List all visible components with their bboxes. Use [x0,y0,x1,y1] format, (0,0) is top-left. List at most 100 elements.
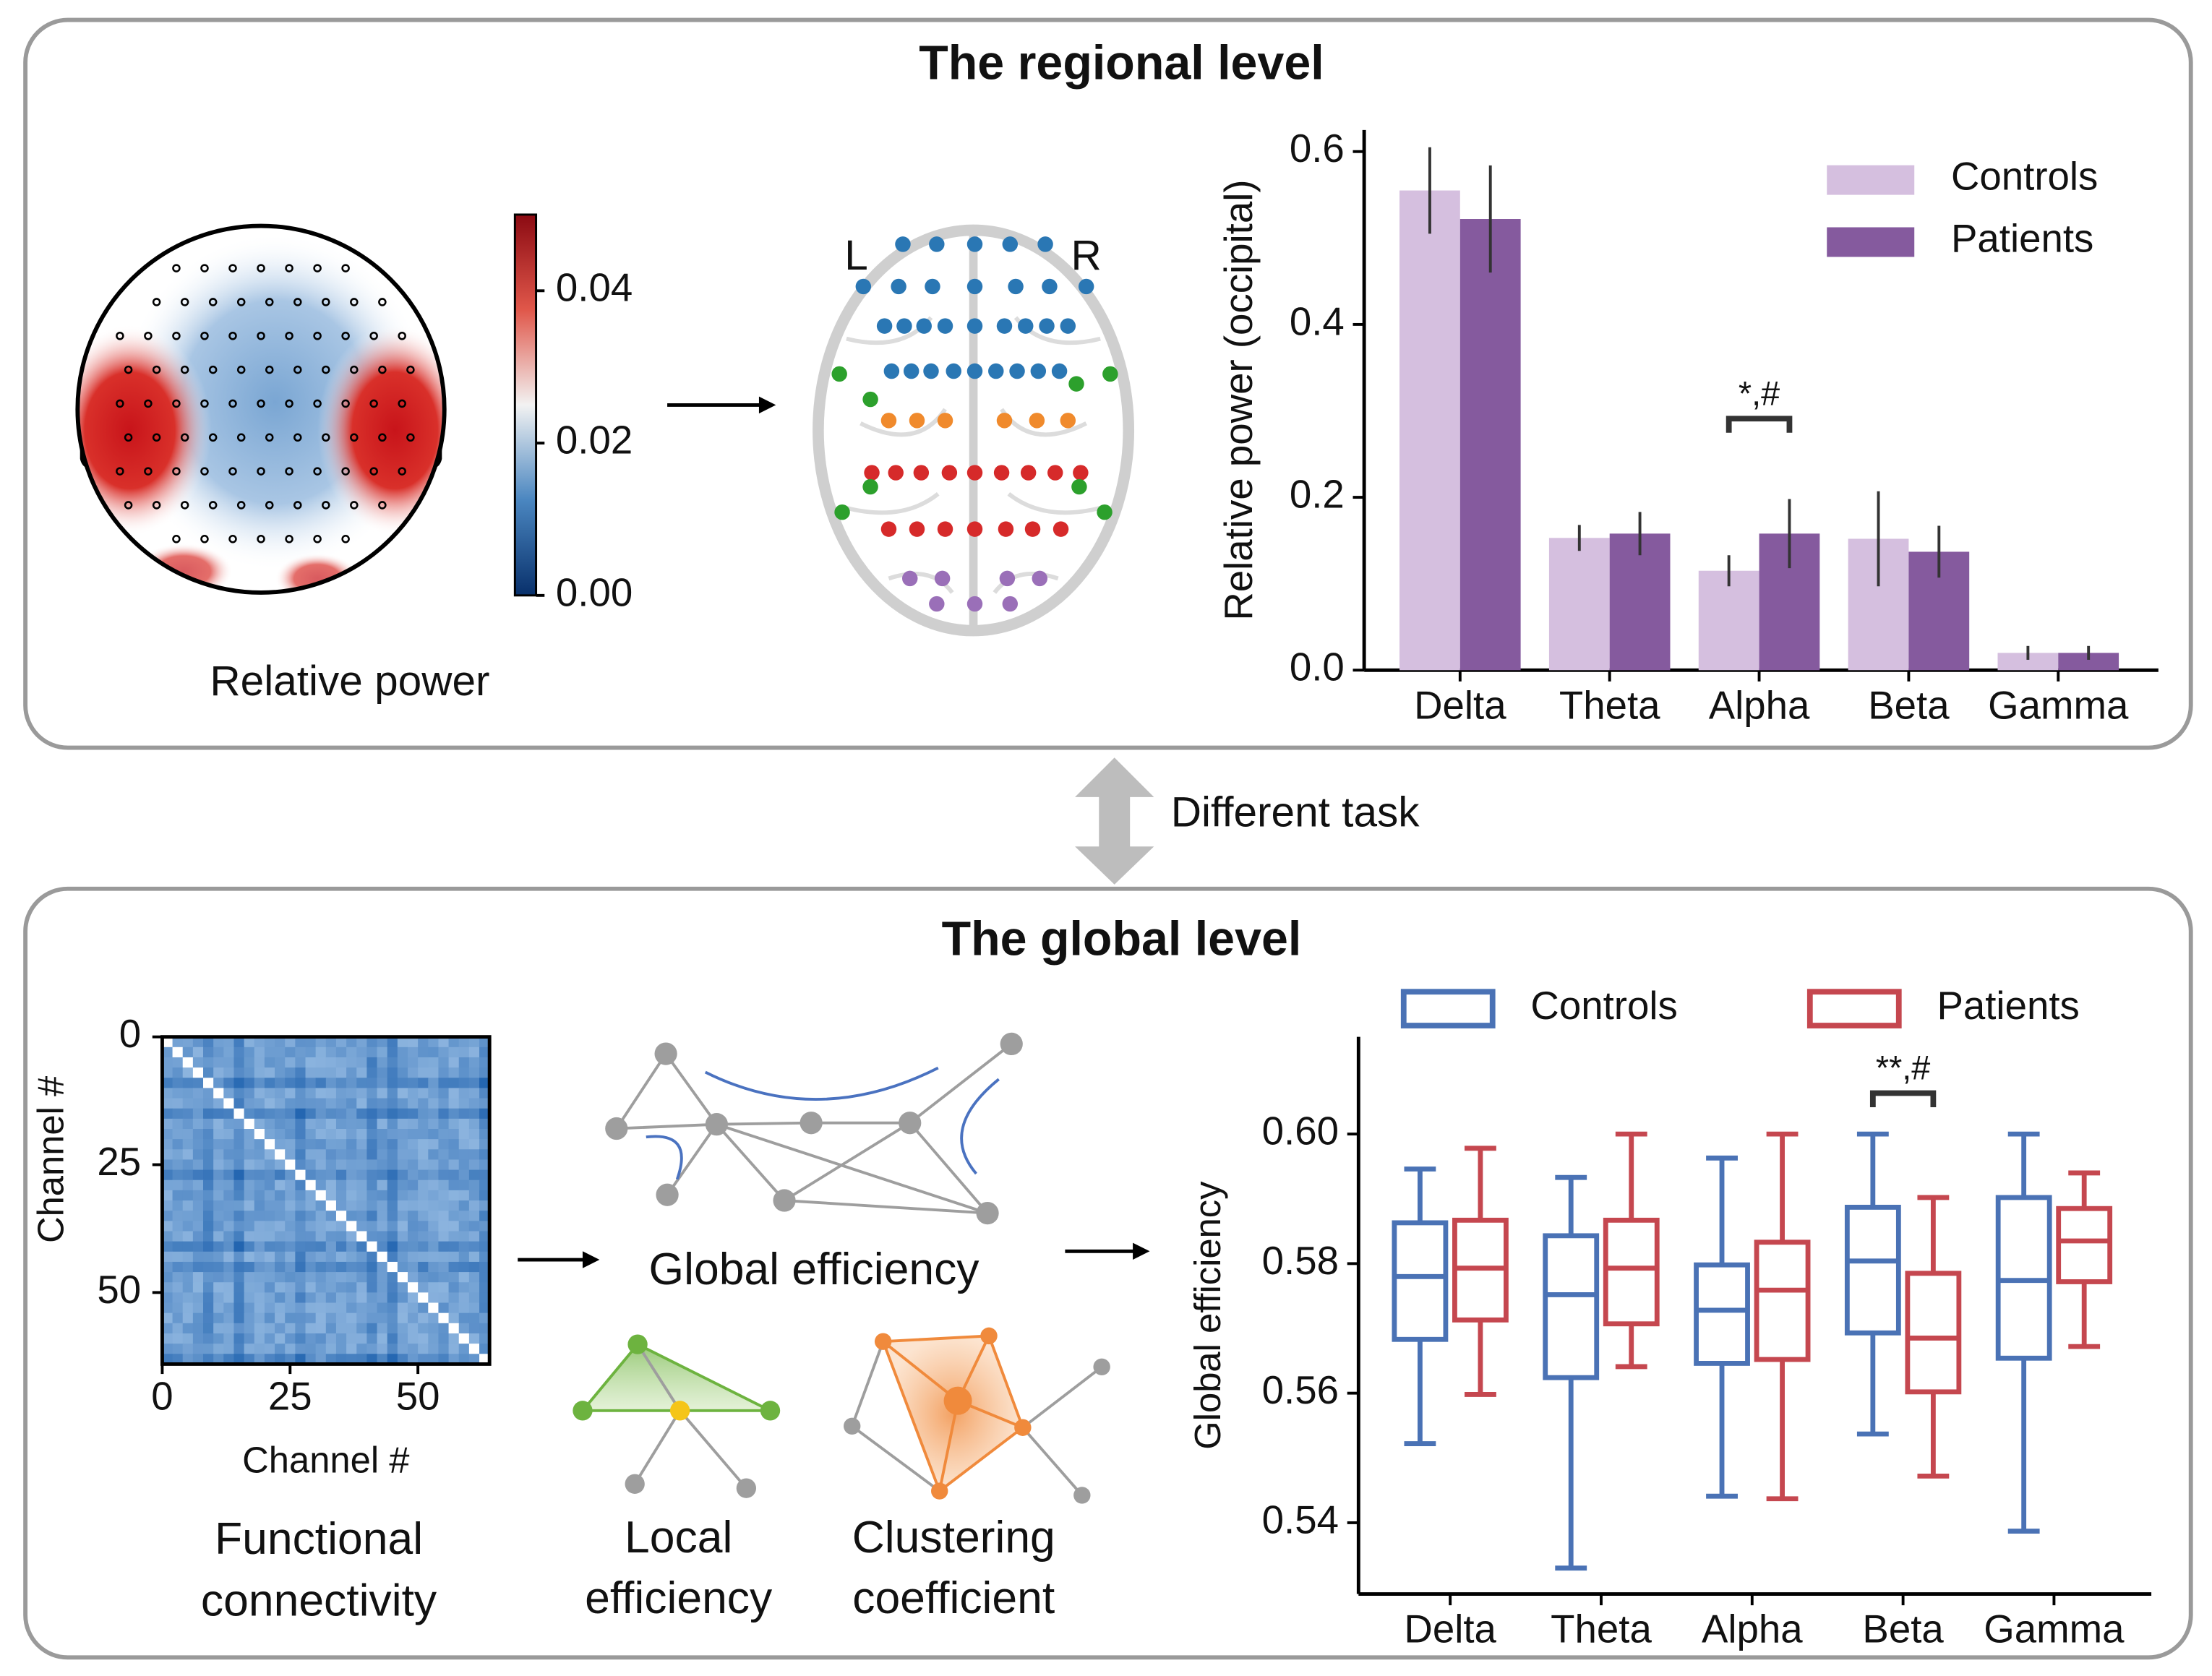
matrix-cell [366,1333,378,1344]
matrix-cell [162,1302,173,1314]
matrix-cell [254,1078,265,1088]
matrix-cell [366,1221,378,1232]
matrix-cell [213,1098,224,1109]
matrix-cell [397,1323,408,1334]
matrix-cell [397,1118,408,1130]
matrix-cell [203,1241,214,1252]
matrix-cell [468,1323,480,1334]
matrix-cell [346,1067,357,1078]
matrix-cell [468,1179,480,1191]
matrix-cell [244,1251,255,1263]
matrix-cell [407,1067,419,1078]
electrode [152,298,161,306]
matrix-cell [162,1179,173,1191]
matrix-cell [366,1354,378,1365]
matrix-cell [377,1261,388,1273]
matrix-cell [325,1231,337,1242]
electrode [322,501,330,510]
matrix-cell [213,1231,224,1242]
matrix-cell [418,1139,429,1150]
matrix-cell [387,1261,398,1273]
matrix-cell [233,1272,245,1283]
matrix-cell [468,1108,480,1120]
electrode [1018,318,1034,334]
electrode [236,433,246,442]
matrix-cell [335,1251,347,1263]
matrix-cell [438,1354,450,1365]
matrix-cell [223,1088,235,1099]
matrix-cell [458,1078,470,1088]
topomap-label: Relative power [210,658,489,705]
matrix-cell [387,1241,398,1252]
matrix-cell [305,1333,317,1344]
matrix-cell [315,1302,327,1314]
matrix-cell [172,1088,184,1099]
x-tick-label: Delta [1404,1607,1496,1651]
matrix-cell [305,1282,317,1293]
matrix-cell [254,1098,265,1109]
electrode [946,363,961,379]
matrix-cell [264,1047,275,1058]
matrix-cell [418,1231,429,1242]
matrix-cell [418,1333,429,1344]
electrode [152,501,161,510]
matrix-cell [275,1057,286,1068]
electrode [116,467,124,476]
matrix-cell [407,1118,419,1130]
transition-label: Different task [1171,789,1420,836]
electrode [293,501,302,510]
matrix-cell [366,1272,378,1283]
matrix-cell [305,1354,317,1365]
matrix-cell [468,1292,480,1304]
matrix-cell [305,1108,317,1120]
matrix-cell [162,1108,173,1120]
matrix-cell [468,1139,480,1150]
matrix-cell [418,1344,429,1354]
electrode [228,264,237,272]
electrode [369,331,378,340]
matrix-cell [397,1149,408,1161]
matrix-cell [346,1302,357,1314]
electrode [996,318,1013,334]
matrix-cell [458,1344,470,1354]
matrix-cell [335,1047,347,1058]
matrix-cell [182,1067,194,1078]
matrix-cell [244,1312,255,1324]
matrix-cell [275,1118,286,1130]
matrix-cell [387,1118,398,1130]
hemisphere-label: L [844,232,868,279]
matrix-cell [275,1067,286,1078]
matrix-cell [172,1067,184,1078]
matrix-cell [458,1282,470,1293]
matrix-cell [438,1190,450,1201]
matrix-cell [254,1047,265,1058]
electrode [876,318,893,334]
matrix-cell [397,1108,408,1120]
matrix-cell [285,1211,296,1221]
matrix-cell [387,1190,398,1201]
matrix-cell [315,1221,327,1232]
matrix-cell [418,1292,429,1304]
matrix-cell [192,1354,204,1365]
matrix-cell [458,1312,470,1324]
matrix-cell [213,1067,224,1078]
legend-label: Patients [1951,216,2093,260]
matrix-cell [377,1323,388,1334]
matrix-cell [233,1057,245,1068]
matrix-cell [192,1118,204,1130]
matrix-cell [428,1251,440,1263]
matrix-cell [407,1078,419,1088]
double-arrow [1075,757,1154,885]
matrix-cell [407,1344,419,1354]
matrix-cell [387,1169,398,1181]
matrix-cell [366,1139,378,1150]
electrode [350,365,359,374]
electrode [341,264,350,272]
matrix-cell [356,1108,367,1120]
matrix-cell [315,1312,327,1324]
x-tick-label: Gamma [1984,1607,2125,1651]
panel-bottom [23,886,2193,1660]
matrix-cell [315,1169,327,1181]
matrix-cell [458,1231,470,1242]
matrix-cell [295,1344,306,1354]
